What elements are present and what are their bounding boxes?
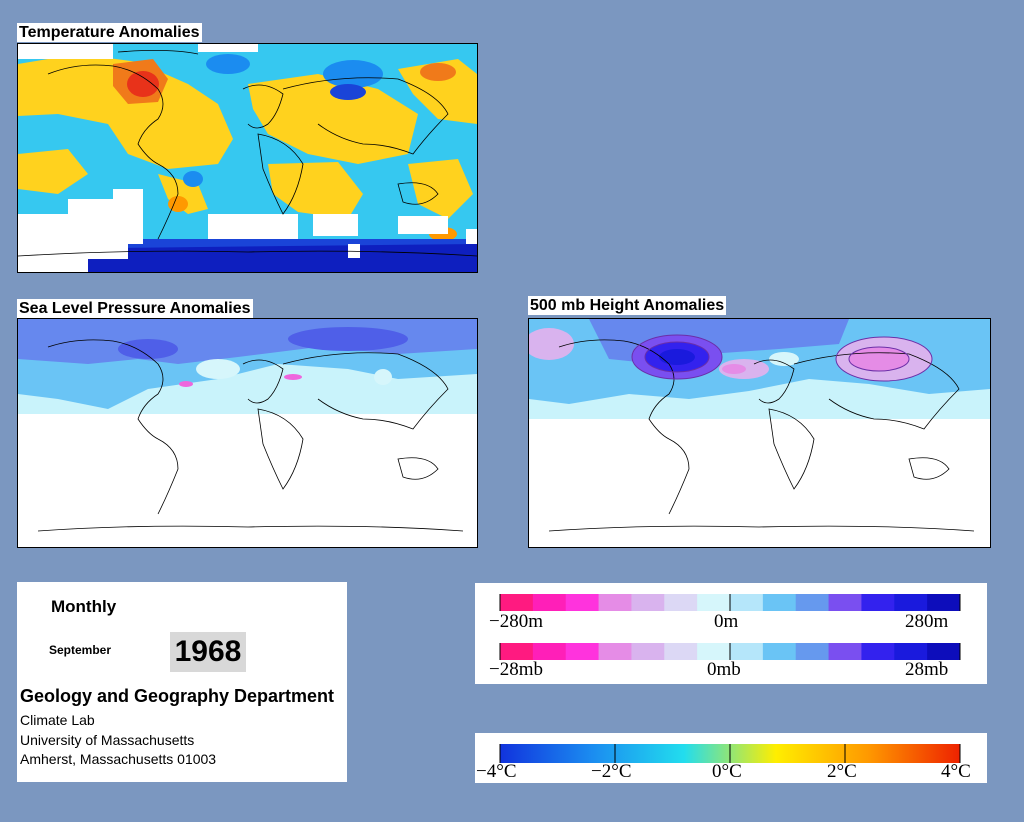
height-legend-min: −280m — [489, 611, 543, 632]
slp-colorbar-swatch — [631, 643, 665, 660]
university-label: University of Massachusetts — [20, 732, 195, 748]
slp-map — [17, 318, 478, 548]
height-colorbar-swatch — [532, 594, 567, 611]
height-legend-mid: 0m — [714, 611, 739, 632]
slp-colorbar-swatch — [828, 643, 862, 660]
slp-colorbar-swatch — [762, 643, 797, 660]
slp-colorbar-swatch — [795, 643, 830, 660]
temperature-map-graphic — [18, 44, 477, 272]
temperature-map — [17, 43, 478, 273]
slp-colorbar-swatch — [565, 643, 600, 660]
height-colorbar-swatch — [565, 594, 600, 611]
height-colorbar-swatch — [598, 594, 632, 611]
slp-colorbar-swatch — [532, 643, 567, 660]
height-colorbar — [499, 594, 961, 660]
slp-map-graphic — [18, 319, 477, 532]
address-label: Amherst, Massachusetts 01003 — [20, 751, 217, 767]
slp-colorbar-swatch — [598, 643, 632, 660]
info-box: Monthly September 1968 Geology and Geogr… — [17, 582, 347, 782]
height-colorbar-swatch — [664, 594, 698, 611]
temperature-title: Temperature Anomalies — [17, 23, 202, 42]
height-legend-max: 280m — [905, 611, 949, 632]
height-colorbar-swatch — [927, 594, 961, 611]
department-label: Geology and Geography Department — [20, 686, 335, 706]
height-colorbar-swatch — [828, 594, 862, 611]
period-label: Monthly — [51, 597, 117, 616]
temp-legend-plus4: 4°C — [941, 761, 971, 782]
slp-title: Sea Level Pressure Anomalies — [17, 299, 253, 318]
height-title: 500 mb Height Anomalies — [528, 296, 727, 315]
slp-legend-max: 28mb — [905, 659, 949, 680]
temp-legend-plus2: 2°C — [827, 761, 857, 782]
height-colorbar-swatch — [631, 594, 665, 611]
height-colorbar-swatch — [500, 594, 534, 611]
year-label: 1968 — [170, 632, 246, 672]
height-colorbar-swatch — [762, 594, 797, 611]
slp-colorbar-swatch — [927, 643, 961, 660]
temperature-legend: −4°C −2°C 0°C 2°C 4°C — [475, 733, 987, 783]
height-colorbar-swatch — [894, 594, 928, 611]
height-colorbar-swatch — [730, 594, 764, 611]
slp-legend-min: −28mb — [489, 659, 543, 680]
height-colorbar-swatch — [795, 594, 830, 611]
slp-colorbar-swatch — [697, 643, 731, 660]
height-colorbar-swatch — [861, 594, 895, 611]
pressure-height-legend: −280m 0m 280m −28mb 0mb 28mb — [475, 583, 987, 684]
temp-legend-minus4: −4°C — [476, 761, 517, 782]
height-map-graphic — [529, 319, 990, 532]
temp-legend-minus2: −2°C — [591, 761, 632, 782]
temperature-colorbar — [499, 744, 961, 763]
slp-legend-mid: 0mb — [707, 659, 741, 680]
slp-colorbar-swatch — [664, 643, 698, 660]
slp-colorbar-swatch — [730, 643, 764, 660]
month-label: September — [49, 643, 112, 657]
slp-colorbar-swatch — [894, 643, 928, 660]
lab-label: Climate Lab — [20, 712, 95, 728]
temp-legend-zero: 0°C — [712, 761, 742, 782]
height-colorbar-swatch — [697, 594, 731, 611]
slp-colorbar-swatch — [861, 643, 895, 660]
slp-colorbar-swatch — [500, 643, 534, 660]
height-map — [528, 318, 991, 548]
